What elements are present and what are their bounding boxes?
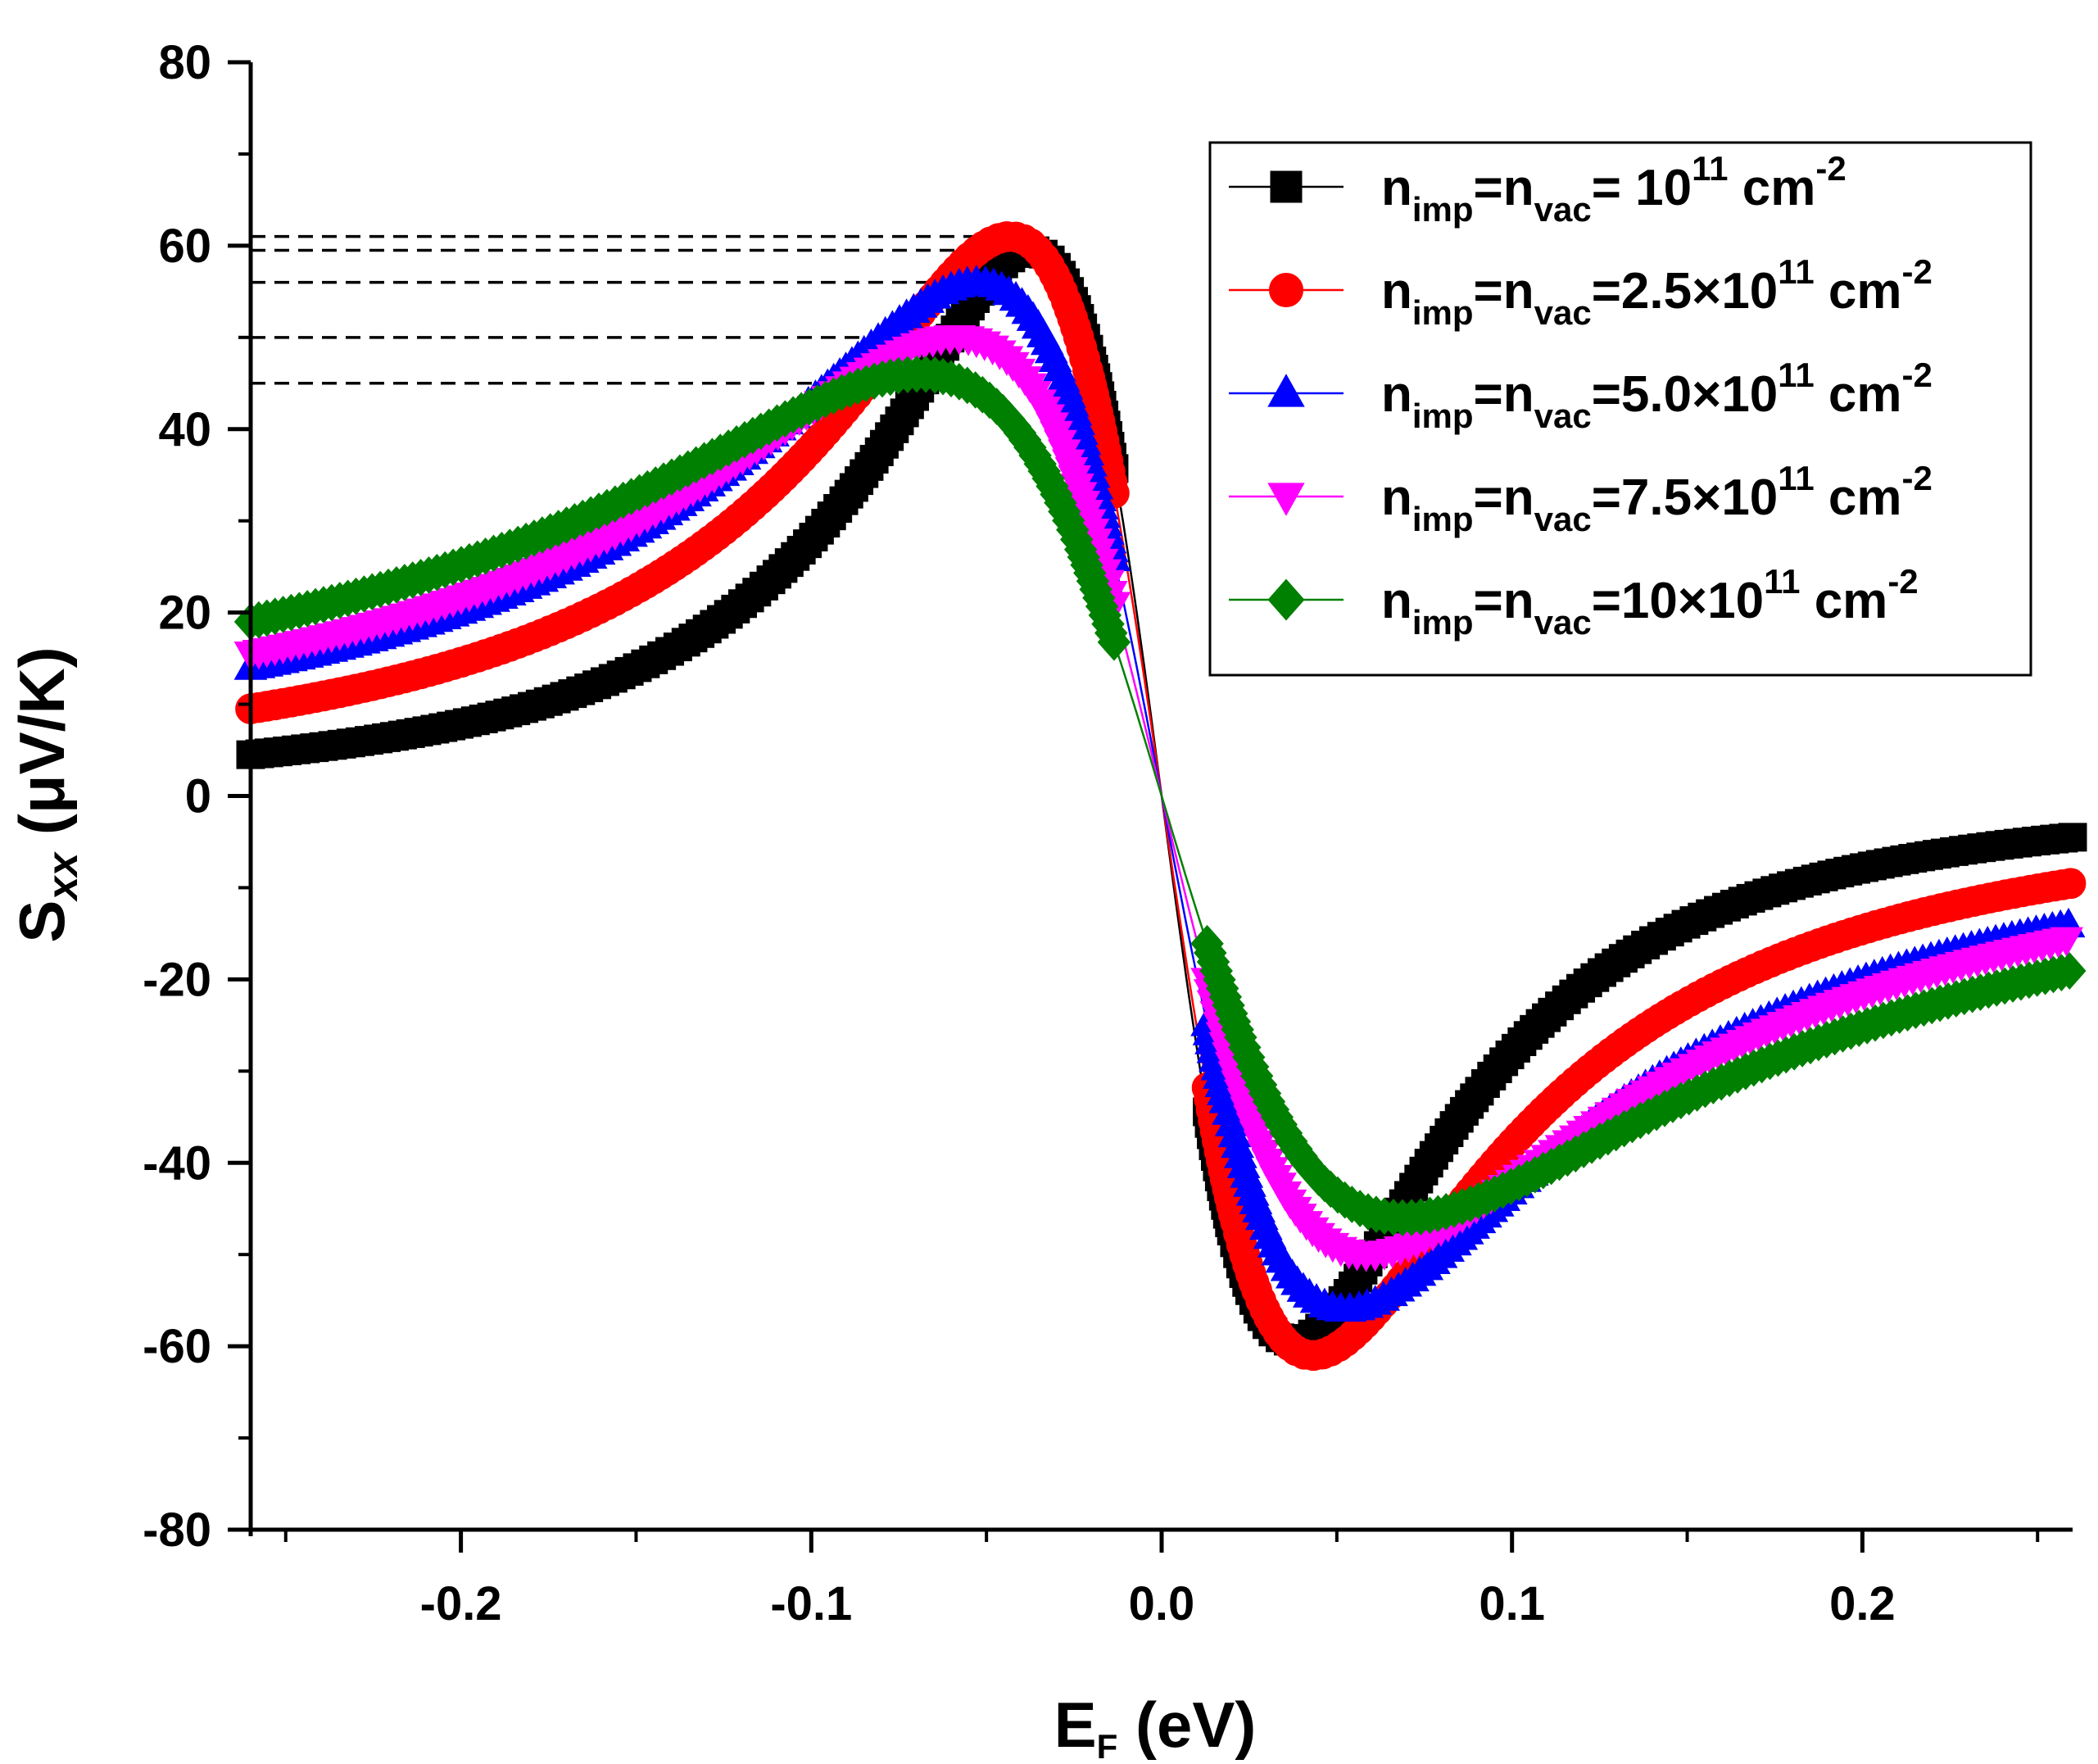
series-marker: [2055, 868, 2087, 900]
y-tick-label: 0: [185, 770, 211, 823]
legend-marker: [1267, 483, 1305, 516]
legend-box: [1208, 141, 2032, 677]
x-tick-label: -0.1: [770, 1577, 852, 1630]
x-tick-label: 0.1: [1479, 1577, 1545, 1630]
x-tick-label: 0.2: [1829, 1577, 1896, 1630]
series-marker: [2053, 952, 2087, 990]
legend-label: nimp=nvac=5.0×1011 cm-2: [1381, 356, 1933, 435]
axes: -80 -60 -40 -20 0 20 40 60 80 -0.2 -0.1 0.0 0.1 0.2: [143, 36, 2073, 1630]
x-tick-label: 0.0: [1129, 1577, 1195, 1630]
legend-entry-1: nimp=nvac= 1011 cm-2: [1229, 149, 1847, 229]
x-axis-title: EF (eV): [1054, 1689, 1257, 1764]
y-tick-label: -40: [143, 1136, 211, 1190]
legend-entry-4: nimp=nvac=7.5×1011 cm-2: [1229, 459, 1933, 538]
y-tick-label: 20: [158, 587, 211, 640]
series-marker: [2058, 823, 2087, 852]
legend-marker: [1270, 170, 1303, 203]
legend-entry-2: nimp=nvac=2.5×1011 cm-2: [1229, 252, 1933, 332]
y-tick-label: -20: [143, 953, 211, 1006]
legend-entry-3: nimp=nvac=5.0×1011 cm-2: [1229, 356, 1933, 435]
x-tick-label: -0.2: [420, 1577, 502, 1630]
y-axis-title: Sxx (μV/K): [6, 646, 87, 942]
legend-label: nimp=nvac=2.5×1011 cm-2: [1381, 252, 1933, 332]
legend-marker: [1267, 578, 1305, 621]
legend-label: nimp=nvac=10×1011 cm-2: [1381, 562, 1919, 642]
legend-marker: [1267, 374, 1305, 407]
legend-entry-5: nimp=nvac=10×1011 cm-2: [1229, 562, 1919, 642]
legend-marker: [1268, 272, 1304, 308]
series-marker: [1097, 623, 1131, 661]
legend: nimp=nvac= 1011 cm-2 nimp=nvac=2.5×1011 c…: [1208, 141, 2032, 677]
legend-label: nimp=nvac= 1011 cm-2: [1381, 149, 1847, 229]
y-tick-label: 60: [158, 220, 211, 273]
series-marker: [2050, 927, 2083, 957]
y-tick-label: -60: [143, 1320, 211, 1373]
legend-label: nimp=nvac=7.5×1011 cm-2: [1381, 459, 1933, 538]
series-layer: [233, 221, 2087, 1372]
y-tick-label: -80: [143, 1503, 211, 1557]
y-tick-label: 40: [158, 403, 211, 456]
y-tick-label: 80: [158, 36, 211, 89]
reference-lines: [251, 234, 987, 385]
